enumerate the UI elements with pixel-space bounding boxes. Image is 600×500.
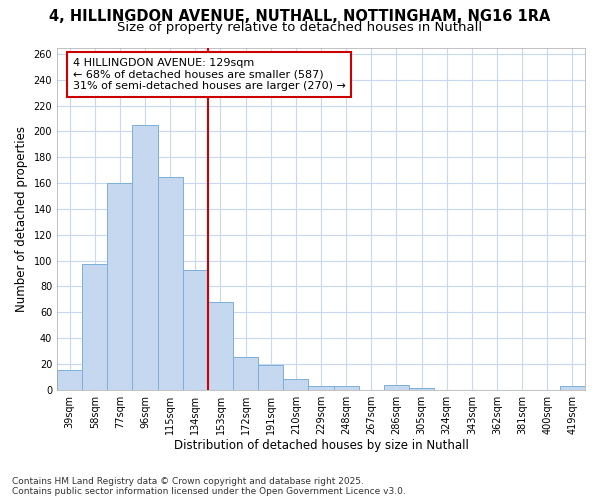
- Bar: [258, 365, 283, 390]
- Bar: [308, 386, 334, 390]
- X-axis label: Distribution of detached houses by size in Nuthall: Distribution of detached houses by size …: [173, 440, 469, 452]
- Bar: [57, 370, 82, 390]
- Bar: [183, 270, 208, 390]
- Bar: [233, 358, 258, 390]
- Bar: [133, 125, 158, 390]
- Bar: [409, 388, 434, 390]
- Bar: [82, 264, 107, 390]
- Y-axis label: Number of detached properties: Number of detached properties: [15, 126, 28, 312]
- Bar: [384, 384, 409, 390]
- Bar: [560, 386, 585, 390]
- Bar: [107, 183, 133, 390]
- Text: 4, HILLINGDON AVENUE, NUTHALL, NOTTINGHAM, NG16 1RA: 4, HILLINGDON AVENUE, NUTHALL, NOTTINGHA…: [49, 9, 551, 24]
- Bar: [158, 176, 183, 390]
- Text: 4 HILLINGDON AVENUE: 129sqm
← 68% of detached houses are smaller (587)
31% of se: 4 HILLINGDON AVENUE: 129sqm ← 68% of det…: [73, 58, 346, 91]
- Bar: [334, 386, 359, 390]
- Bar: [283, 380, 308, 390]
- Text: Contains HM Land Registry data © Crown copyright and database right 2025.
Contai: Contains HM Land Registry data © Crown c…: [12, 476, 406, 496]
- Text: Size of property relative to detached houses in Nuthall: Size of property relative to detached ho…: [118, 21, 482, 34]
- Bar: [208, 302, 233, 390]
